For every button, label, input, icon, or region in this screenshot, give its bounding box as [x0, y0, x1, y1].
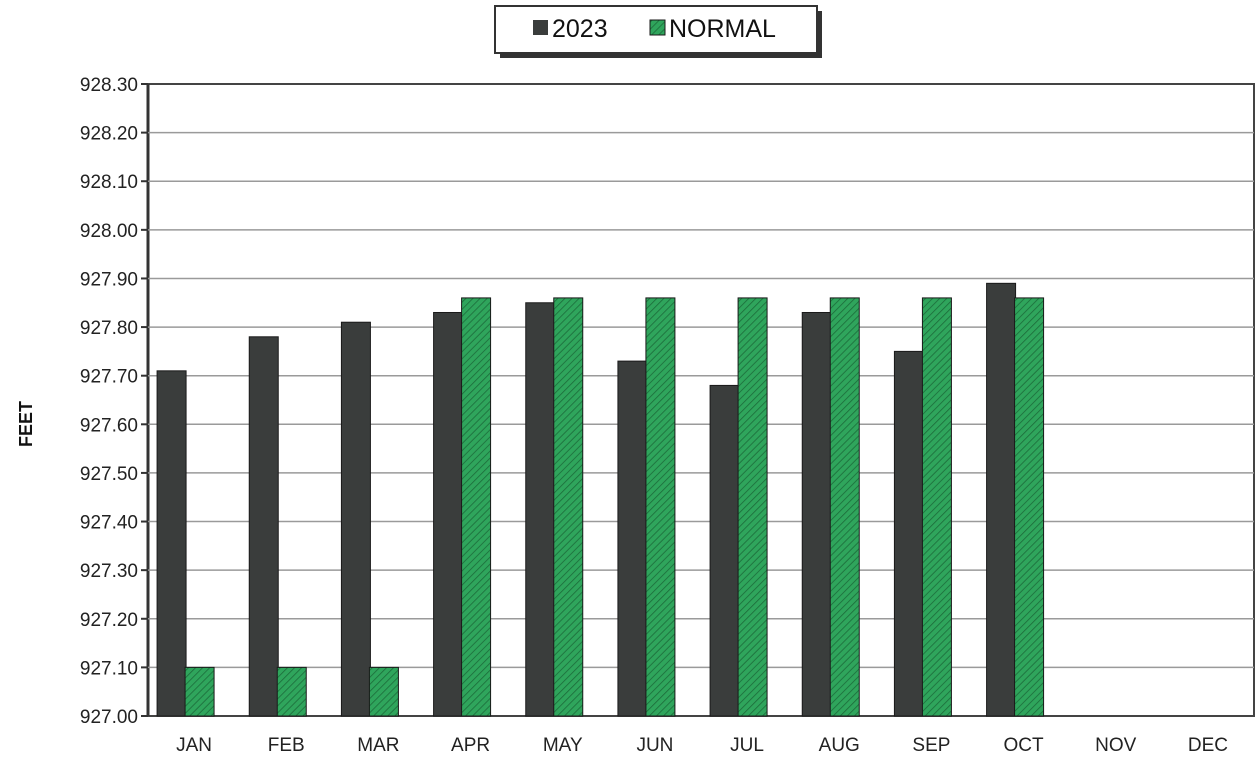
x-tick-label-oct: OCT	[1004, 735, 1045, 756]
plot-frame	[147, 83, 1255, 717]
y-tick-label: 927.40	[80, 513, 138, 534]
y-tick-label: 928.20	[80, 124, 138, 145]
y-tick-label: 928.10	[80, 172, 138, 193]
legend-label-2023: 2023	[552, 15, 608, 43]
bar-2023-mar	[340, 321, 371, 717]
y-tick-label: 927.70	[80, 367, 138, 388]
y-tick-label: 927.90	[80, 269, 138, 290]
bar-normal-aug	[829, 297, 860, 717]
y-tick-label: 927.50	[80, 464, 138, 485]
legend: 2023 NORMAL	[494, 5, 822, 58]
y-tick-label: 927.00	[80, 707, 138, 728]
bar-2023-jan	[156, 370, 187, 717]
bar-normal-apr	[461, 297, 492, 717]
x-tick-labels: JAN FEB MAR APR MAY JUN JUL AUG SEP OCT NOV DEC	[176, 735, 1228, 756]
x-tick-label-dec: DEC	[1188, 735, 1228, 756]
gridlines	[141, 83, 1254, 717]
bar-normal-jun	[645, 297, 676, 717]
bar-normal-mar	[368, 666, 399, 717]
bar-2023-feb	[248, 336, 279, 717]
bar-normal-sep	[921, 297, 952, 717]
y-tick-label: 927.30	[80, 561, 138, 582]
y-tick-label: 928.30	[80, 75, 138, 96]
x-tick-label-nov: NOV	[1095, 735, 1137, 756]
x-tick-label-aug: AUG	[819, 735, 860, 756]
bar-2023-sep	[893, 350, 924, 717]
x-tick-label-feb: FEB	[268, 735, 305, 756]
bar-2023-jun	[617, 360, 648, 717]
bars	[156, 282, 1045, 717]
y-tick-label: 927.20	[80, 610, 138, 631]
x-tick-label-jan: JAN	[176, 735, 212, 756]
x-tick-label-mar: MAR	[357, 735, 399, 756]
y-tick-label: 927.10	[80, 658, 138, 679]
bar-2023-jul	[709, 384, 740, 717]
x-tick-label-jun: JUN	[636, 735, 673, 756]
bar-normal-jul	[737, 297, 768, 717]
x-tick-label-apr: APR	[451, 735, 490, 756]
bar-normal-jan	[184, 666, 215, 717]
x-tick-label-jul: JUL	[730, 735, 764, 756]
bar-2023-apr	[433, 311, 464, 717]
bar-normal-feb	[276, 666, 307, 717]
bar-normal-may	[553, 297, 584, 717]
y-tick-label: 927.80	[80, 318, 138, 339]
y-tick-labels: 928.30 928.20 928.10 928.00 927.90 927.80 927.…	[80, 75, 138, 728]
bar-2023-may	[525, 302, 556, 717]
legend-label-normal: NORMAL	[669, 15, 776, 43]
legend-swatch-normal	[649, 19, 666, 36]
legend-swatch-2023	[533, 20, 548, 35]
bar-2023-aug	[801, 311, 832, 717]
y-tick-label: 927.60	[80, 415, 138, 436]
bar-normal-oct	[1014, 297, 1045, 717]
y-axis-title: FEET	[16, 401, 36, 447]
y-tick-label: 928.00	[80, 221, 138, 242]
x-tick-label-sep: SEP	[912, 735, 950, 756]
bar-2023-oct	[986, 282, 1017, 717]
x-tick-label-may: MAY	[543, 735, 583, 756]
